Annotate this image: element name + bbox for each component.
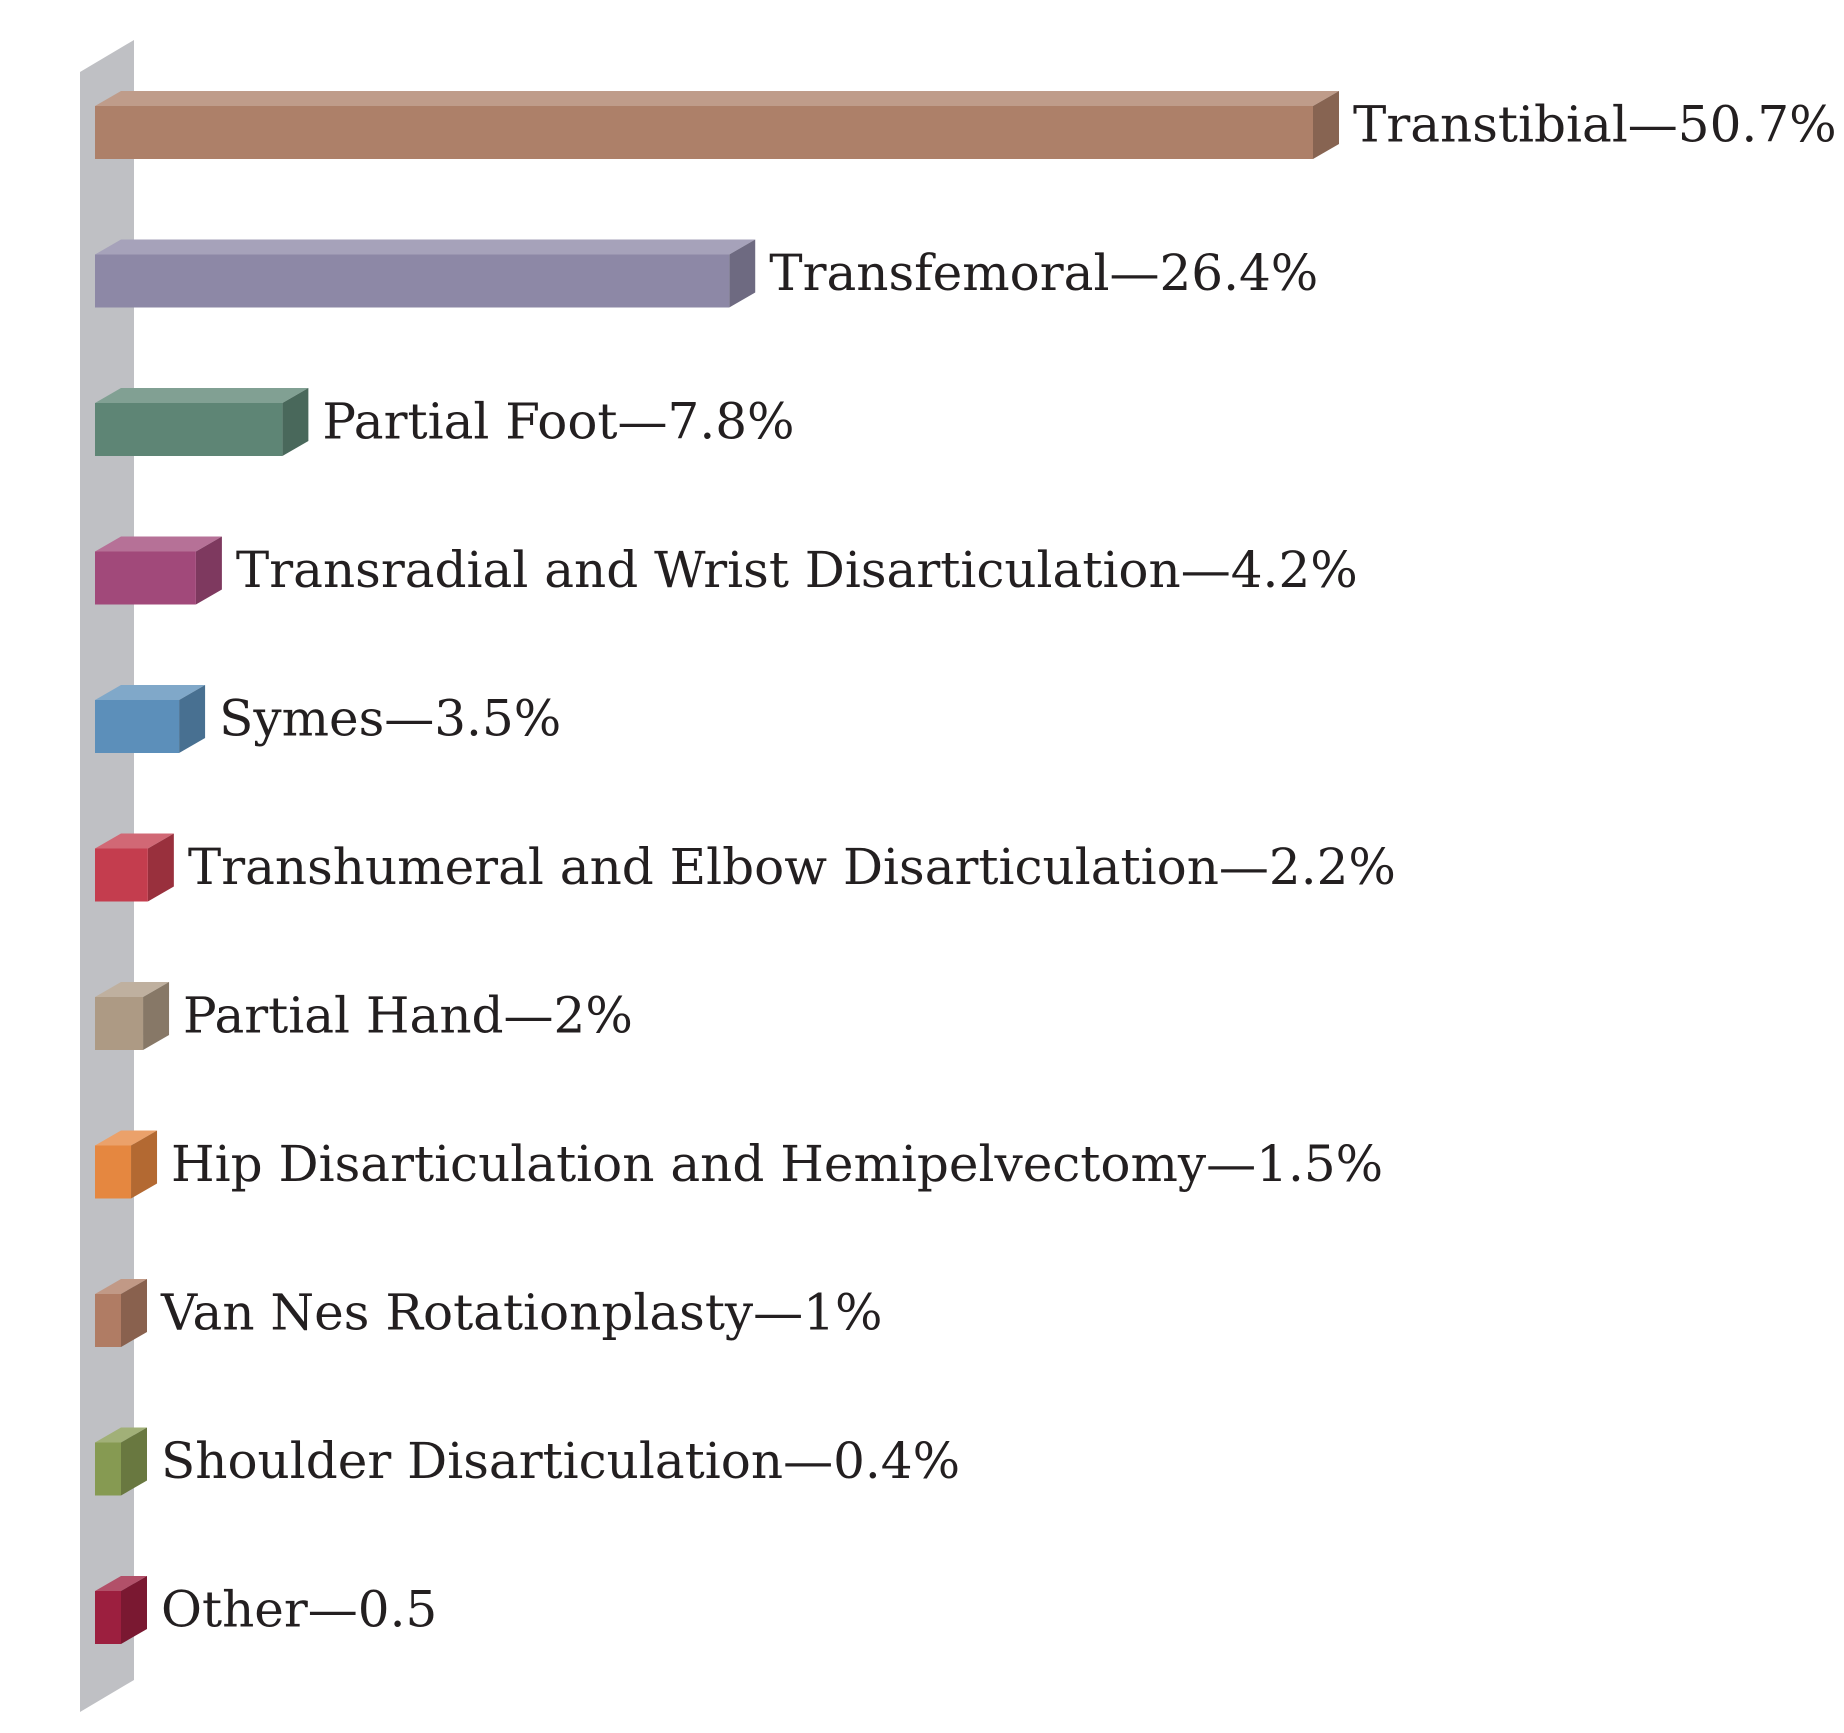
bar-front-face: [95, 254, 730, 308]
bar-front-face: [95, 1294, 121, 1347]
bar-top-face: [95, 388, 309, 403]
bar-side-face: [1313, 91, 1339, 159]
bar-label: Transtibial—50.7%: [1353, 96, 1837, 154]
bar-side-face: [195, 536, 222, 605]
bar-label: Partial Foot—7.8%: [322, 393, 794, 451]
bar-side-face: [121, 1576, 147, 1644]
bar-label: Transhumeral and Elbow Disarticulation—2…: [188, 838, 1396, 896]
bar-top-face: [95, 91, 1339, 106]
bar-front-face: [95, 1442, 121, 1496]
bar-7: Partial Hand—2%: [95, 982, 633, 1050]
bar-5: Symes—3.5%: [95, 685, 561, 753]
bar-3: Partial Foot—7.8%: [95, 388, 795, 456]
bar-top-face: [95, 536, 222, 552]
bar-label: Partial Hand—2%: [183, 987, 633, 1045]
bar-top-face: [95, 982, 170, 997]
bar-top-face: [95, 1427, 147, 1443]
bar-side-face: [729, 239, 756, 308]
bar-top-face: [95, 1279, 147, 1294]
bar-label: Transradial and Wrist Disarticulation—4.…: [236, 541, 1358, 599]
bar-front-face: [95, 106, 1313, 159]
bar-front-face: [95, 997, 144, 1050]
bar-side-face: [121, 1427, 147, 1496]
bar-front-face: [95, 403, 283, 456]
bar-10: Shoulder Disarticulation—0.4%: [95, 1427, 960, 1496]
bar-8: Hip Disarticulation and Hemipelvectomy—1…: [95, 1130, 1383, 1199]
bar-9: Van Nes Rotationplasty—1%: [95, 1279, 882, 1347]
bar-side-face: [147, 833, 174, 902]
bar-top-face: [95, 685, 206, 700]
bar-top-face: [95, 1576, 147, 1591]
bar-6: Transhumeral and Elbow Disarticulation—2…: [95, 833, 1396, 902]
bar-top-face: [95, 1130, 158, 1146]
bar-side-face: [179, 685, 206, 753]
bar-front-face: [95, 848, 148, 902]
bar-label: Hip Disarticulation and Hemipelvectomy—1…: [171, 1135, 1383, 1193]
bar-side-face: [121, 1279, 147, 1347]
bar-top-face: [95, 239, 756, 255]
bar-2: Transfemoral—26.4%: [95, 239, 1318, 308]
bar-11: Other—0.5: [95, 1576, 437, 1644]
bar-side-face: [282, 388, 309, 456]
bar-front-face: [95, 700, 180, 753]
bars-layer: Transtibial—50.7% Transfemoral—26.4% Parti…: [95, 91, 1837, 1644]
bar-label: Shoulder Disarticulation—0.4%: [161, 1432, 960, 1490]
bar-front-face: [95, 1591, 121, 1644]
bar-top-face: [95, 833, 174, 849]
bar-label: Other—0.5: [161, 1581, 437, 1639]
bar-front-face: [95, 551, 196, 605]
bar-front-face: [95, 1145, 132, 1199]
bar-side-face: [143, 982, 170, 1050]
bar-label: Transfemoral—26.4%: [769, 244, 1318, 302]
bar-side-face: [131, 1130, 158, 1199]
bar-label: Symes—3.5%: [219, 690, 561, 748]
bar-1: Transtibial—50.7%: [95, 91, 1837, 159]
bar-4: Transradial and Wrist Disarticulation—4.…: [95, 536, 1358, 605]
bar-label: Van Nes Rotationplasty—1%: [160, 1284, 882, 1342]
